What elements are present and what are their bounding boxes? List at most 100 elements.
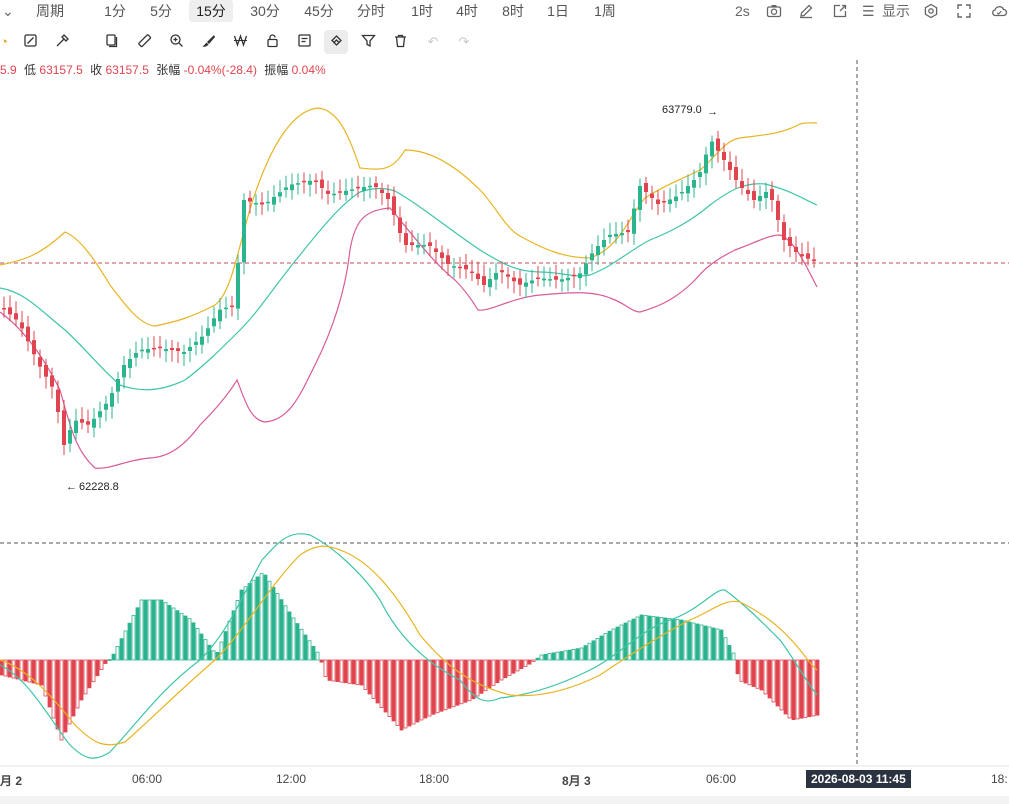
macd-bar (39, 659, 44, 686)
zoom-in-icon[interactable] (166, 32, 186, 52)
macd-bar (639, 614, 644, 661)
macd-bar (703, 625, 708, 661)
period-45m[interactable]: 45分 (304, 3, 334, 19)
macd-bar (111, 653, 116, 661)
period-5m[interactable]: 5分 (150, 3, 172, 19)
macd-bar (115, 646, 120, 661)
period-15m[interactable]: 15分 (189, 0, 233, 22)
candle-body (212, 318, 216, 327)
candle-body (446, 255, 450, 264)
macd-bar (371, 659, 376, 699)
candle-body (806, 253, 810, 259)
macd-bar (43, 659, 48, 697)
macd-bar (207, 644, 212, 661)
macd-bar (403, 659, 408, 729)
macd-bar (771, 659, 776, 703)
macd-bar (227, 620, 232, 661)
cloud-icon[interactable] (990, 0, 1008, 22)
redo-icon[interactable]: ↷ (458, 34, 470, 49)
candle-body (194, 341, 198, 345)
candle-body (578, 273, 582, 279)
popout-icon[interactable] (832, 0, 848, 22)
indicator-icon[interactable]: ◔ (0, 34, 8, 49)
period-1d[interactable]: 1日 (547, 3, 569, 19)
macd-bar (275, 593, 280, 661)
brush-icon[interactable] (198, 32, 218, 52)
macd-bar (791, 659, 796, 721)
settings-icon[interactable] (923, 0, 939, 22)
candle-body (410, 242, 414, 245)
ruler-icon[interactable] (134, 32, 154, 52)
period-1h[interactable]: 1时 (411, 3, 433, 19)
candle-body (686, 186, 690, 194)
candle-body (26, 326, 30, 342)
candle-body (770, 189, 774, 200)
amplitude-label: 振幅 (264, 63, 289, 77)
candle-body (326, 190, 330, 194)
fullscreen-icon[interactable] (956, 0, 972, 22)
macd-bar (531, 659, 536, 662)
crosshair-time-badge: 2026-08-03 11:45 (806, 770, 911, 788)
macd-bar (807, 659, 812, 718)
macd-bar (507, 659, 512, 676)
period-4h[interactable]: 4时 (456, 3, 478, 19)
macd-bar (379, 659, 384, 708)
period-1w[interactable]: 1周 (594, 3, 616, 19)
candle-body (560, 279, 564, 282)
macd-bar (499, 659, 504, 681)
macd-bar (467, 659, 472, 702)
macd-bar (607, 630, 612, 661)
pattern-icon[interactable] (230, 32, 250, 52)
macd-bar (595, 638, 600, 661)
candle-body (524, 282, 528, 287)
copy-icon[interactable] (101, 32, 121, 52)
macd-bar (287, 611, 292, 661)
period-menu[interactable]: 周期 (36, 3, 64, 19)
macd-bar (815, 659, 820, 716)
candle-body (482, 276, 486, 285)
macd-bar (263, 574, 268, 661)
period-8h[interactable]: 8时 (502, 3, 524, 19)
edit-icon[interactable] (798, 0, 814, 22)
macd-bar (587, 642, 592, 661)
candle-body (704, 154, 708, 174)
macd-bar (235, 600, 240, 661)
macd-bar (123, 630, 128, 661)
candle-body (98, 411, 102, 418)
macd-bar (155, 599, 160, 661)
period-timeshare[interactable]: 分时 (357, 3, 385, 19)
display-button[interactable]: 显示 (882, 3, 910, 19)
chevron-down-icon[interactable]: ⌄ (2, 3, 14, 19)
period-30m[interactable]: 30分 (250, 3, 280, 19)
high-marker-arrow: → (707, 106, 718, 118)
macd-bar (723, 637, 728, 661)
macd-bar (739, 659, 744, 682)
refresh-interval[interactable]: 2s (735, 3, 750, 19)
candle-body (434, 248, 438, 252)
lock-icon[interactable] (262, 32, 282, 52)
candle-body (188, 346, 192, 351)
macd-bar (223, 631, 228, 661)
macd-bar (463, 659, 468, 703)
candle-body (614, 233, 618, 237)
macd-bar (615, 626, 620, 661)
clear-drawing-icon[interactable] (52, 32, 72, 52)
display-menu-icon[interactable]: ☰ (862, 3, 875, 19)
camera-icon[interactable] (766, 0, 782, 22)
macd-bar (139, 599, 144, 661)
candle-body (170, 348, 174, 351)
magnet-icon[interactable] (324, 30, 348, 54)
filter-icon[interactable] (358, 32, 378, 52)
candle-body (332, 193, 336, 196)
macd-bar (535, 657, 540, 661)
sync-drawing-icon[interactable] (20, 32, 40, 52)
period-bar: ⌄ 周期 1分 5分 15分 30分 45分 分时 1时 4时 8时 1日 1周… (0, 0, 1009, 24)
trash-icon[interactable] (390, 32, 410, 52)
undo-icon[interactable]: ↶ (427, 34, 439, 49)
period-1m[interactable]: 1分 (104, 3, 126, 19)
candle-body (776, 200, 780, 220)
macd-bar (355, 659, 360, 685)
note-icon[interactable] (294, 32, 314, 52)
candle-body (230, 305, 234, 308)
macd-bar (547, 653, 552, 661)
